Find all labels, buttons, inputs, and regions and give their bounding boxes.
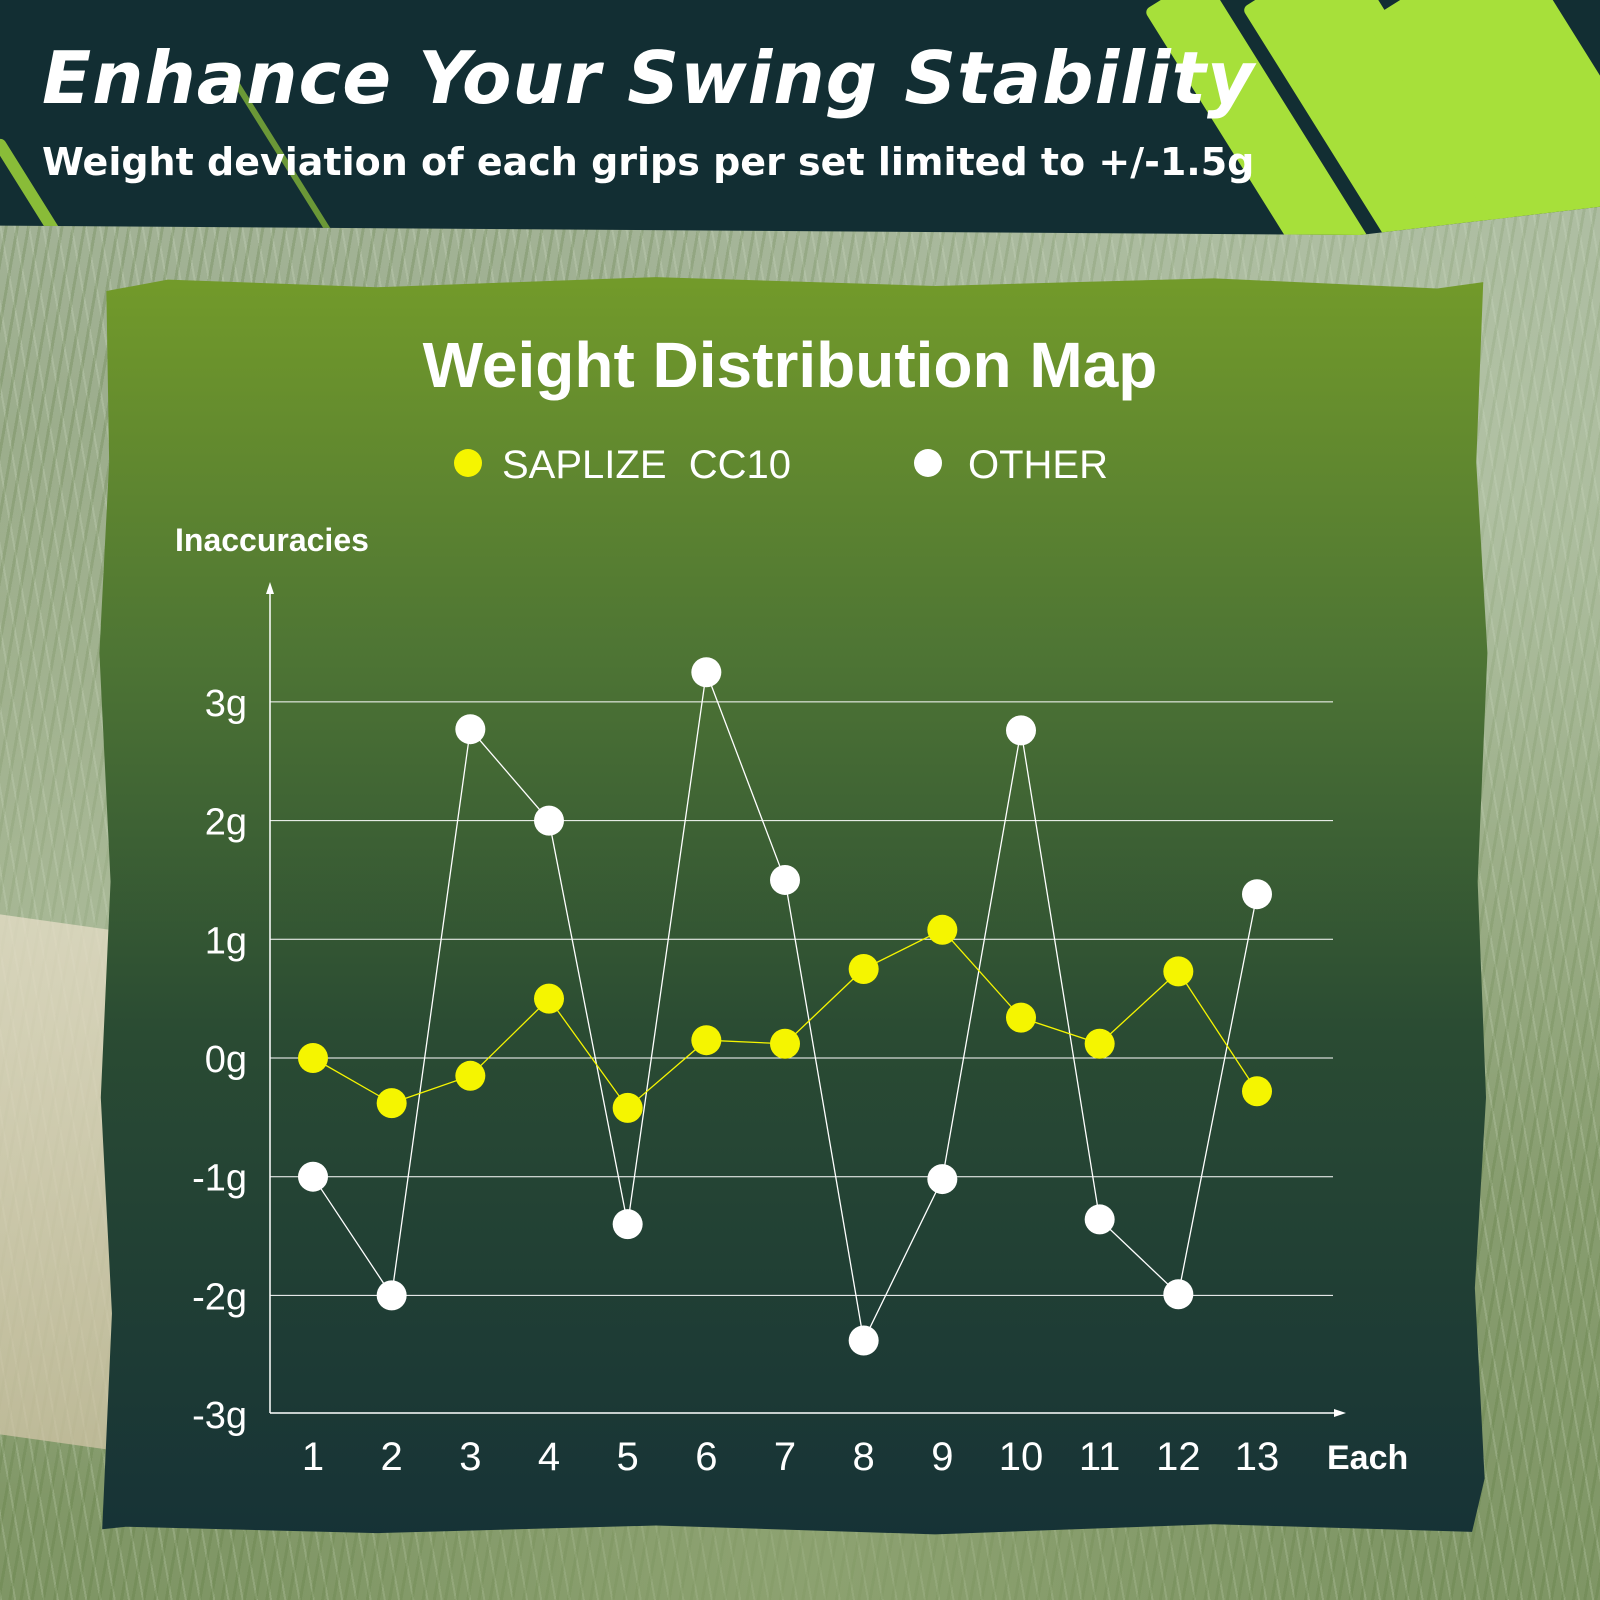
series-line (312, 671, 1258, 1343)
legend-marker-other (914, 449, 942, 477)
data-point (1163, 956, 1194, 987)
data-point (770, 1028, 800, 1059)
data-point (848, 1325, 879, 1356)
y-tick-label: 3g (205, 683, 247, 725)
data-point (612, 1092, 643, 1123)
x-tick-label: 11 (1079, 1435, 1121, 1479)
data-point (455, 1060, 486, 1091)
x-tick-label: 3 (459, 1435, 481, 1479)
data-point (1006, 1002, 1036, 1033)
data-point (1242, 879, 1272, 910)
data-point (927, 1164, 958, 1195)
data-point (691, 1025, 722, 1056)
data-point (534, 983, 564, 1014)
header-banner: Enhance Your Swing Stability Weight devi… (0, 0, 1600, 235)
data-point (534, 805, 564, 836)
legend: SAPLIZE CC10 OTHER (454, 443, 1108, 487)
x-tick-label: 2 (381, 1435, 403, 1479)
data-point (1006, 715, 1036, 746)
data-point (376, 1280, 407, 1311)
legend-label-saplize: SAPLIZE CC10 (502, 443, 791, 487)
x-tick-label: 10 (999, 1435, 1044, 1479)
x-tick-label: 4 (538, 1435, 560, 1479)
legend-marker-saplize (454, 449, 482, 477)
x-tick-label: 5 (617, 1435, 639, 1479)
series-saplize (298, 914, 1272, 1123)
data-point (1084, 1028, 1115, 1059)
x-tick-label: 1 (302, 1435, 324, 1479)
page-title: Enhance Your Swing Stability (42, 36, 1255, 120)
data-point (848, 953, 879, 984)
y-tick-label: 1g (205, 920, 247, 962)
legend-label-other: OTHER (968, 443, 1108, 487)
chart-title: Weight Distribution Map (423, 329, 1158, 401)
data-point (612, 1209, 643, 1240)
data-point (691, 657, 722, 688)
y-axis-label: Inaccuracies (175, 522, 369, 558)
data-point (1242, 1076, 1272, 1107)
y-tick-label: -2g (192, 1276, 247, 1318)
y-tick-label: 2g (205, 802, 247, 844)
page-subtitle: Weight deviation of each grips per set l… (42, 140, 1255, 184)
y-tick-label: 0g (205, 1039, 247, 1081)
data-point (376, 1088, 407, 1119)
series-other (298, 657, 1272, 1356)
series-line (312, 929, 1258, 1109)
y-tick-label: -1g (192, 1158, 247, 1200)
x-axis-label: Each (1327, 1439, 1408, 1477)
data-point (298, 1161, 328, 1192)
data-point (455, 714, 486, 745)
data-point (770, 864, 800, 895)
y-tick-label: -3g (192, 1395, 247, 1437)
data-point (1163, 1279, 1194, 1310)
x-tick-label: 9 (931, 1435, 953, 1479)
x-tick-label: 7 (774, 1435, 796, 1479)
x-tick-label: 12 (1156, 1435, 1201, 1479)
data-point (298, 1043, 328, 1073)
x-tick-label: 13 (1235, 1435, 1280, 1479)
x-tick-label: 6 (695, 1435, 717, 1479)
y-axis-arrow (266, 582, 274, 594)
data-point (927, 914, 958, 945)
x-axis-arrow (1334, 1409, 1346, 1417)
data-point (1084, 1204, 1115, 1235)
x-tick-label: 8 (853, 1435, 875, 1479)
